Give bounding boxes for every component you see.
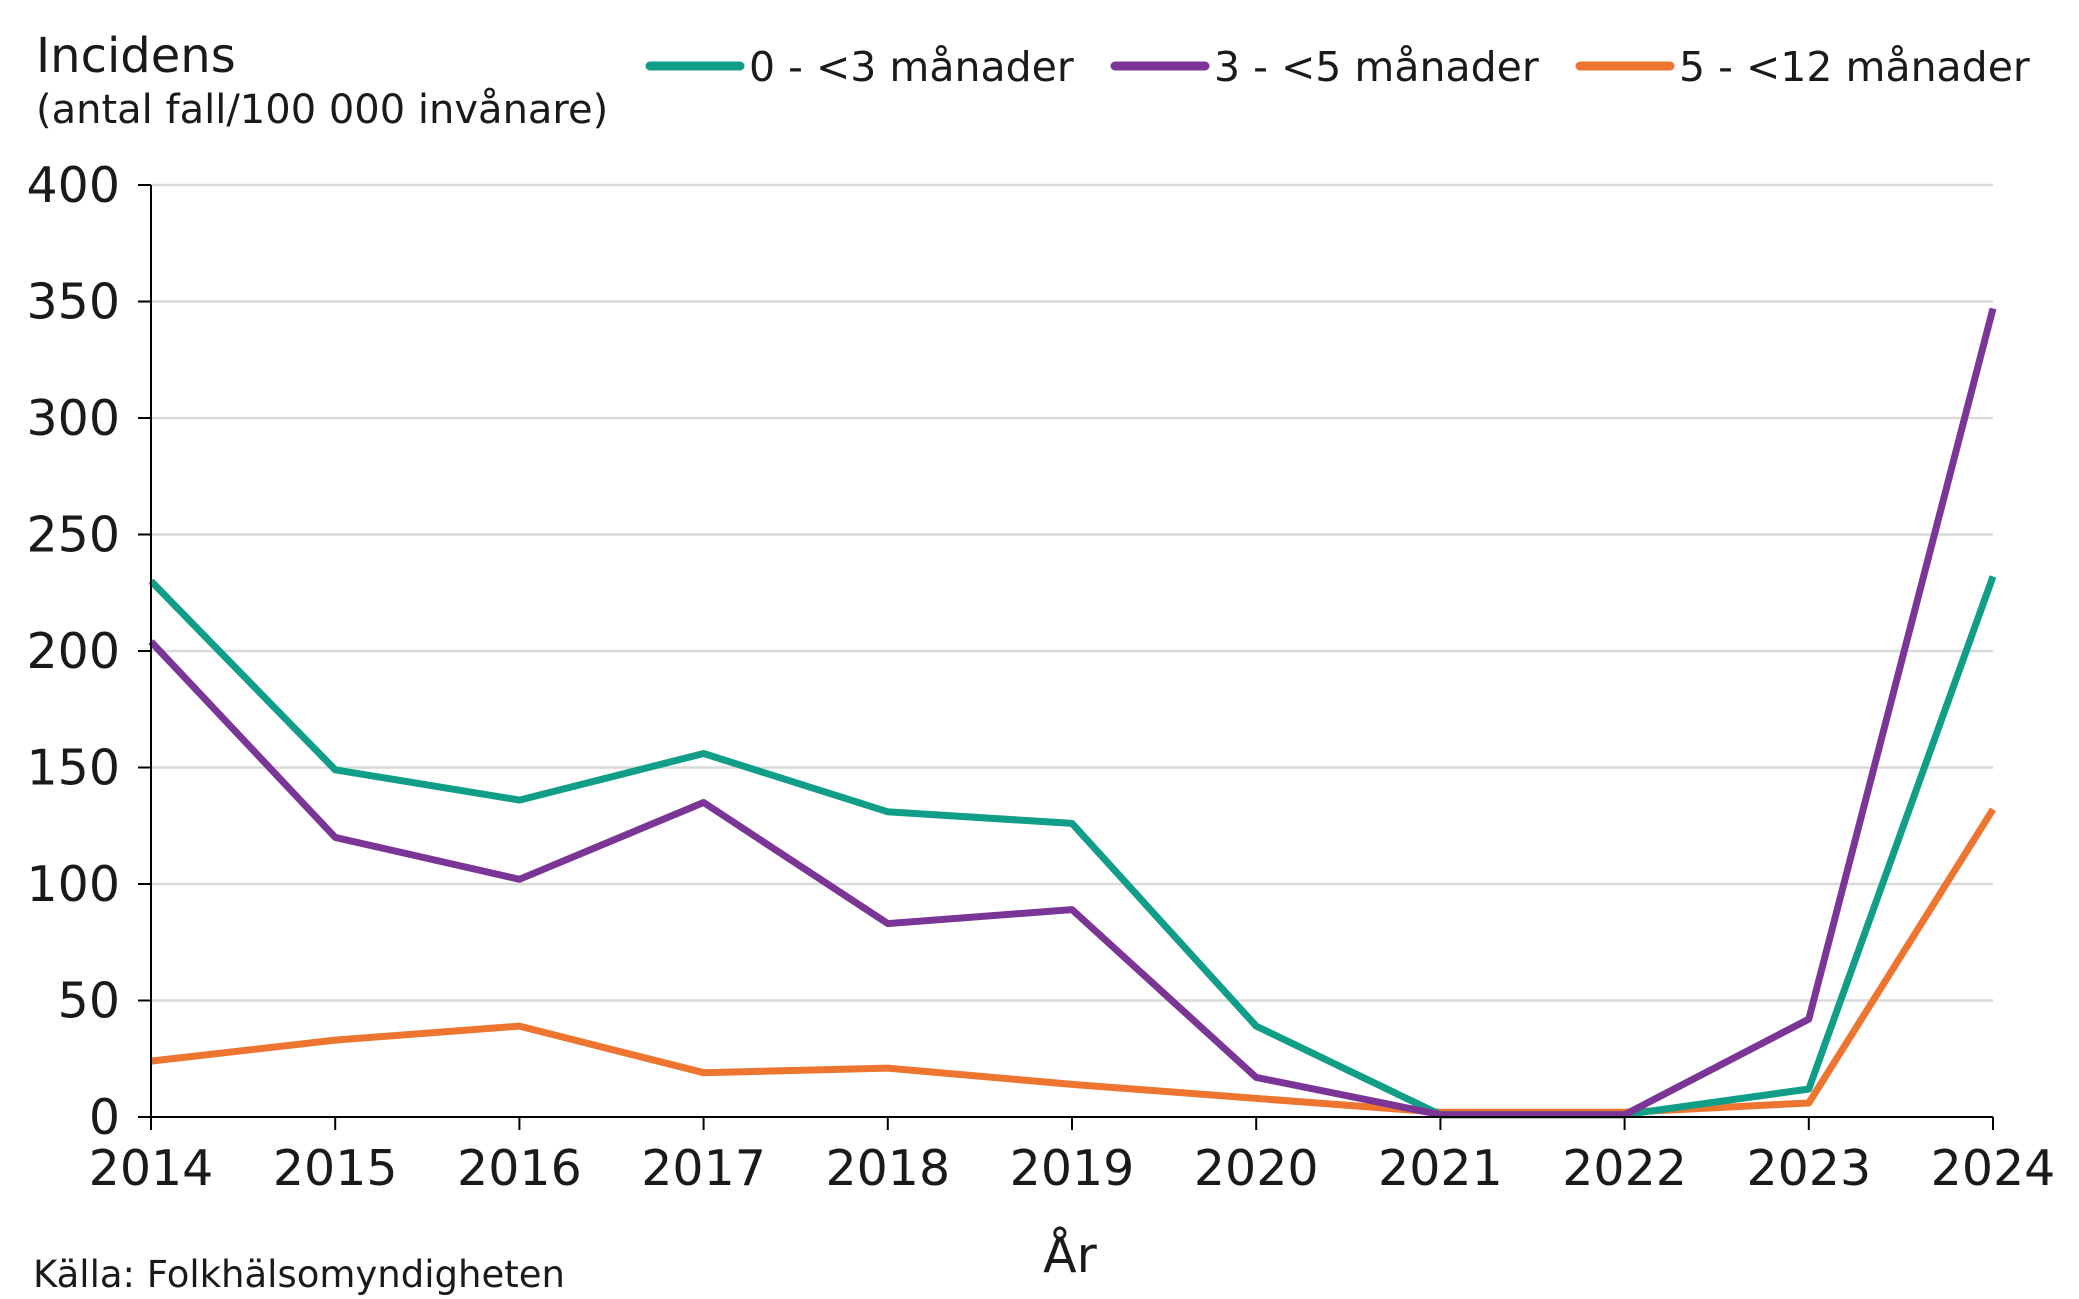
x-tick-label: 2019: [1010, 1140, 1135, 1197]
legend: 0 - <3 månader 3 - <5 månader 5 - <12 måna…: [645, 43, 2030, 91]
series-lines: [148, 307, 1997, 1119]
y-tick-label: 50: [58, 973, 120, 1030]
legend-item: 3 - <5 månader: [1110, 43, 1539, 91]
x-tick-label: 2014: [89, 1140, 214, 1197]
x-tick-label: 2022: [1562, 1140, 1687, 1197]
y-tick-label: 400: [26, 157, 120, 214]
legend-label: 3 - <5 månader: [1214, 43, 1539, 91]
y-tick-label: 200: [26, 623, 120, 680]
series-line-2: [148, 307, 1997, 1119]
y-tick-label: 150: [26, 740, 120, 797]
x-axis-ticks: 2014 2015 2016 2017 2018 2019 2020 2021 2022 2023…: [89, 1117, 2056, 1197]
x-tick-label: 2017: [641, 1140, 766, 1197]
y-axis-title: Incidens: [36, 28, 236, 84]
x-tick-label: 2024: [1931, 1140, 2056, 1197]
y-axis-subtitle: (antal fall/100 000 invånare): [36, 87, 608, 133]
y-axis-ticks: 0 50 100 150 200 250 300 350 400: [26, 157, 151, 1146]
x-tick-label: 2018: [825, 1140, 950, 1197]
series-line-1: [148, 575, 1997, 1119]
legend-item: 0 - <3 månader: [645, 43, 1074, 91]
legend-item: 5 - <12 månader: [1575, 43, 2030, 91]
x-tick-label: 2023: [1746, 1140, 1871, 1197]
y-tick-label: 350: [26, 274, 120, 331]
x-tick-label: 2021: [1378, 1140, 1503, 1197]
y-tick-label: 300: [26, 390, 120, 447]
y-tick-label: 100: [26, 856, 120, 913]
x-tick-label: 2020: [1194, 1140, 1319, 1197]
source-note: Källa: Folkhälsomyndigheten: [33, 1253, 565, 1296]
y-tick-label: 250: [26, 507, 120, 564]
legend-label: 0 - <3 månader: [749, 43, 1074, 91]
legend-label: 5 - <12 månader: [1679, 43, 2030, 91]
x-tick-label: 2016: [457, 1140, 582, 1197]
gridlines: [151, 183, 1993, 1002]
x-axis-title: År: [1043, 1225, 1098, 1284]
y-tick-label: 0: [89, 1089, 120, 1146]
x-tick-label: 2015: [273, 1140, 398, 1197]
